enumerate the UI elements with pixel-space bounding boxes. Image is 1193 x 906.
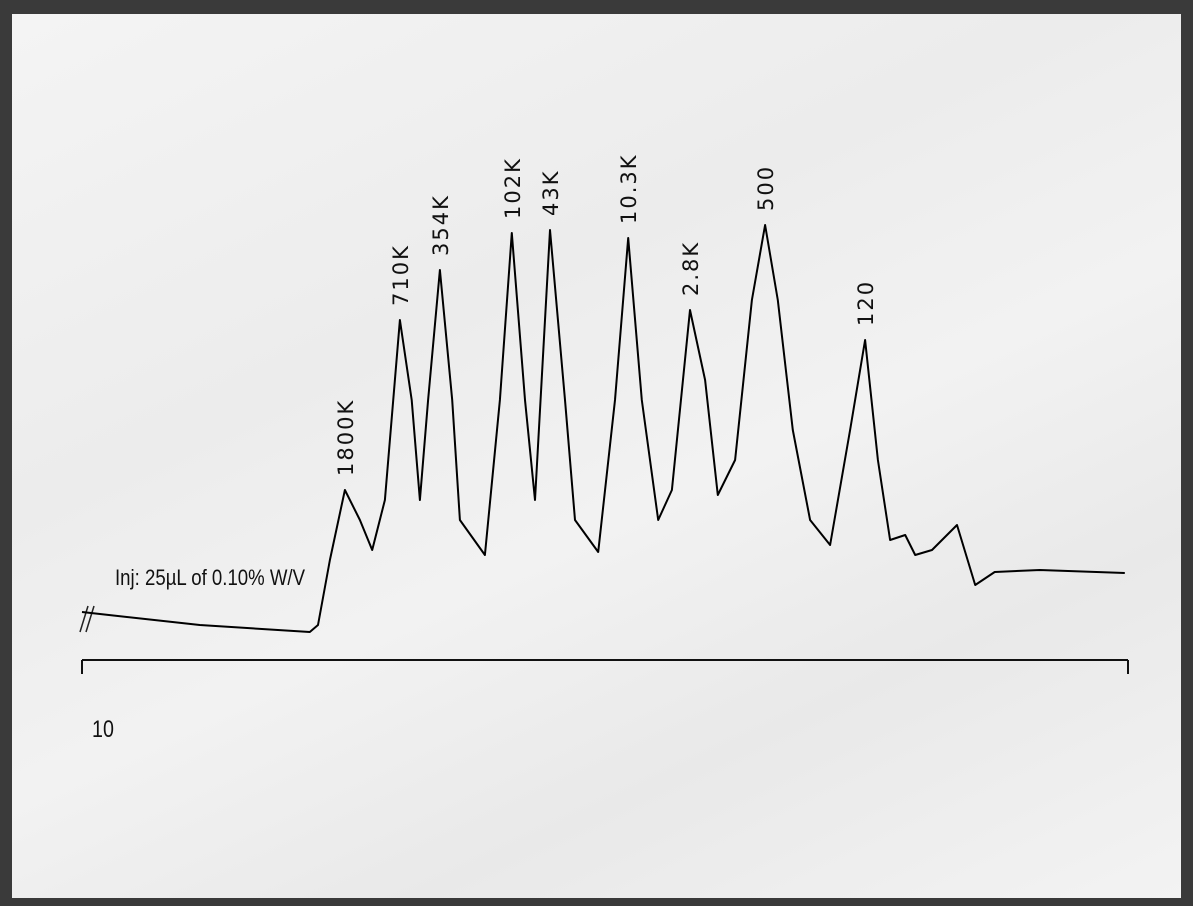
peak-label: 1800K — [334, 399, 358, 476]
peak-label: 710K — [389, 244, 413, 306]
peak-label: 354K — [429, 194, 453, 256]
break-stroke — [79, 605, 89, 633]
break-mark — [79, 605, 95, 633]
peak-label: 10.3K — [617, 153, 641, 224]
trace-line — [81, 224, 1125, 633]
peak-label: 2.8K — [679, 241, 703, 296]
x-tick-label: 10 — [92, 715, 114, 742]
break-stroke — [85, 605, 95, 633]
peak-label: 43K — [539, 170, 563, 217]
peak-label: 120 — [854, 280, 878, 326]
peak-label: 500 — [754, 165, 778, 211]
peak-label: 102K — [501, 157, 525, 219]
injection-note: Inj: 25µL of 0.10% W/V — [115, 565, 305, 590]
